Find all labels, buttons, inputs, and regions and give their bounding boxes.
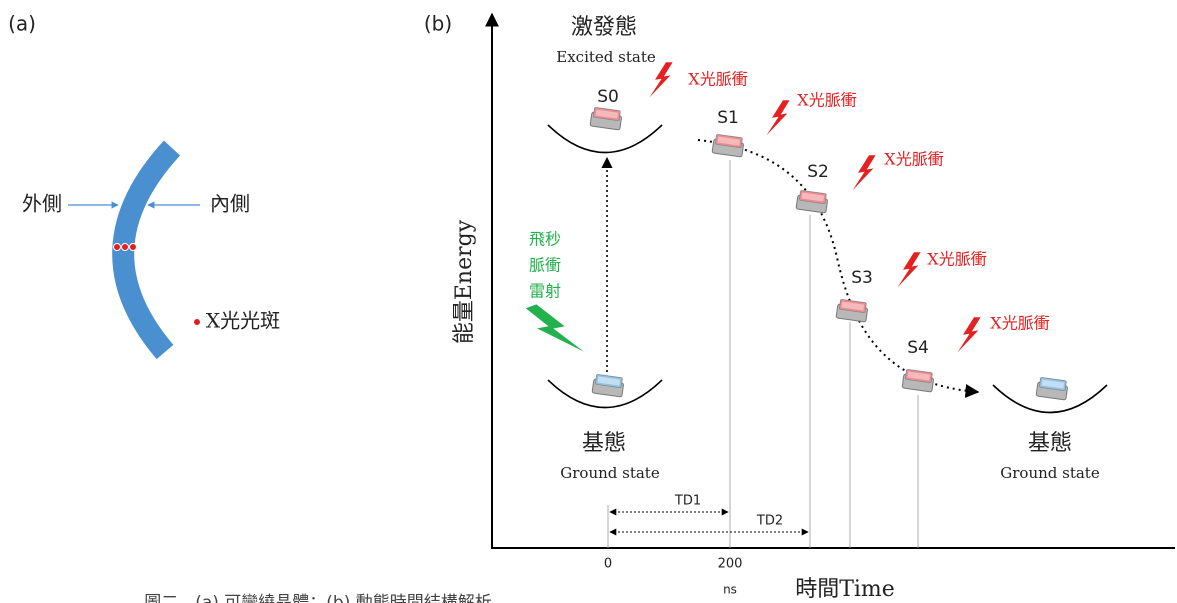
xray-bolt: [853, 155, 876, 190]
pulse-label: X光脈衝: [884, 150, 943, 169]
spot-legend-dot: [194, 319, 200, 325]
state-name: S2: [807, 162, 829, 182]
state-name: S1: [717, 108, 739, 128]
state-subtitle: Ground state: [1000, 464, 1100, 482]
laser-label: 飛秒: [529, 230, 561, 249]
figure: (a) 外側 內側 X光光斑 (b) 能量Energy 時間Time 0 200 ns TD1 TD2…: [0, 0, 1177, 603]
x-unit: ns: [723, 583, 737, 597]
pulse-label: X光脈衝: [688, 70, 747, 89]
inner-label: 內側: [210, 192, 250, 216]
outer-label: 外側: [22, 192, 62, 216]
state-title: 激發態: [571, 15, 637, 40]
crystal: [902, 369, 934, 392]
caption: 圖二 (a) 可彎繞晶體；(b) 動態時間結構解析: [144, 593, 492, 603]
xray-bolt: [898, 252, 921, 287]
y-axis-label: 能量Energy: [452, 219, 477, 344]
delay-label: TD2: [756, 514, 783, 529]
xray-bolt: [767, 100, 790, 135]
pulse-label: X光脈衝: [927, 250, 986, 269]
crystal: [712, 134, 744, 157]
state-name: S0: [597, 87, 619, 107]
crystal: [590, 107, 622, 130]
state-subtitle: Ground state: [560, 464, 660, 482]
delay-label: TD1: [674, 494, 701, 509]
laser-bolt: [526, 295, 584, 366]
state-title: 基態: [582, 431, 626, 456]
pulse-label: X光脈衝: [797, 91, 856, 110]
laser-label: 雷射: [529, 282, 561, 301]
pulse-label: X光脈衝: [990, 314, 1049, 333]
x-axis-label: 時間Time: [795, 577, 895, 602]
crystal: [796, 190, 828, 213]
state-title: 基態: [1028, 431, 1072, 456]
panel-label: (b): [424, 12, 452, 36]
page: {"panel_a": {"label": "(a)", "outer": "外…: [0, 0, 1177, 603]
crystal: [1036, 377, 1068, 400]
potential-well: [548, 125, 662, 153]
spot-label: X光光斑: [206, 309, 280, 333]
xray-spot: [114, 244, 121, 251]
xray-bolt: [958, 317, 981, 352]
panel-label: (a): [8, 12, 36, 36]
x-tick-label: 200: [718, 557, 743, 572]
x-tick-label: 0: [604, 557, 612, 572]
xray-bolt: [650, 62, 673, 97]
crystal: [592, 374, 624, 397]
state-subtitle: Excited state: [556, 48, 656, 66]
laser-label: 脈衝: [529, 256, 561, 275]
state-name: S3: [851, 268, 873, 288]
xray-spot: [130, 244, 137, 251]
crystal: [836, 299, 868, 322]
xray-spot: [122, 244, 129, 251]
state-name: S4: [907, 338, 929, 358]
